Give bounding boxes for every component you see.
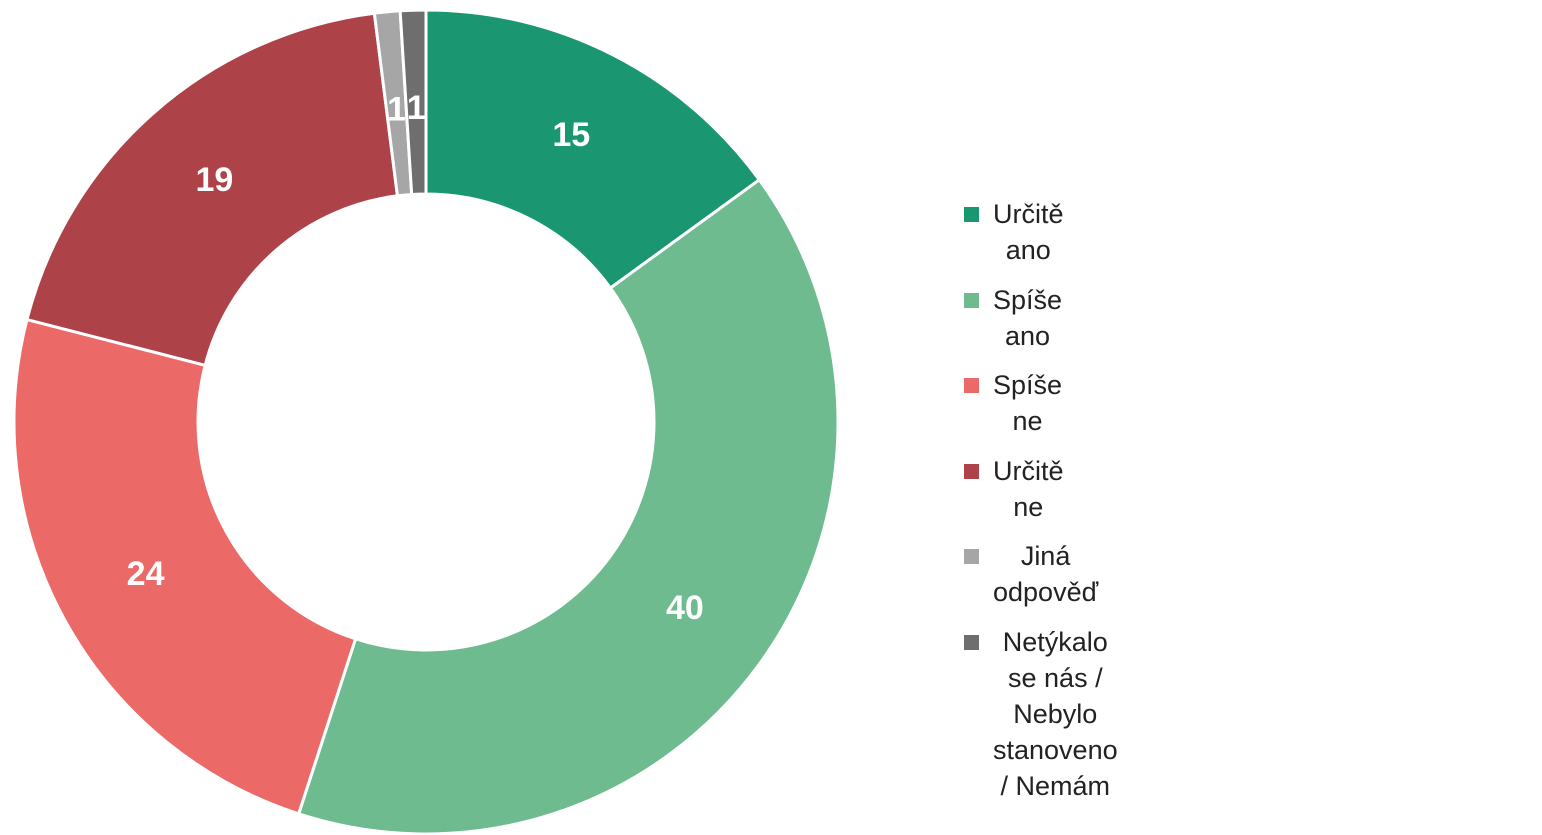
data-label: 15	[552, 116, 590, 154]
data-label: 24	[127, 555, 165, 593]
data-label: 19	[195, 161, 233, 199]
legend-swatch	[964, 463, 979, 479]
legend-swatch	[964, 634, 979, 650]
legend-item: Určitě ne	[964, 453, 1064, 525]
slice	[296, 177, 840, 835]
slice	[12, 317, 358, 816]
slice	[25, 11, 400, 368]
legend-item: Netýkalo se nás / Nebylo stanoveno / Nem…	[964, 624, 1118, 804]
slice	[424, 8, 762, 291]
legend-label: Spíše ne	[993, 370, 1063, 436]
legend-swatch	[964, 207, 979, 222]
data-label: 1	[407, 89, 426, 127]
legend-swatch	[964, 549, 979, 564]
legend-item: Spíše ne	[964, 367, 1062, 439]
legend-item: Spíše ano	[964, 282, 1062, 354]
donut-chart: 15 40 24 19 1 1	[12, 8, 840, 835]
legend-item: Jiná odpověď	[964, 538, 1098, 610]
legend-swatch	[964, 378, 979, 393]
data-label: 1	[387, 90, 406, 128]
legend-label: Jiná odpověď	[993, 541, 1099, 607]
legend-label: Určitě ano	[993, 199, 1064, 265]
legend-label: Určitě ne	[993, 455, 1064, 522]
slice	[398, 8, 428, 197]
legend-swatch	[964, 292, 979, 308]
data-label: 40	[666, 589, 704, 627]
legend-label: Spíše ano	[993, 284, 1063, 351]
legend-label: Netýkalo se nás / Nebylo stanoveno / Nem…	[993, 626, 1118, 801]
legend-item: Určitě ano	[964, 196, 1064, 268]
